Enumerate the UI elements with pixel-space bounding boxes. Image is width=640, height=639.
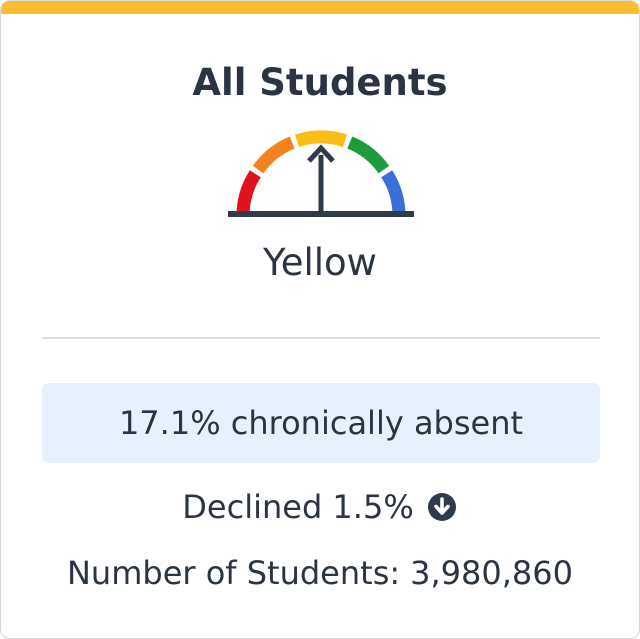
- metric-text: 17.1% chronically absent: [118, 404, 524, 442]
- student-count-value: 3,980,860: [410, 554, 573, 592]
- performance-gauge-icon: [228, 130, 414, 217]
- change-text: Declined 1.5%: [182, 488, 414, 526]
- gauge-segment-red: [236, 170, 261, 217]
- change-row: Declined 1.5%: [1, 485, 639, 529]
- divider: [42, 337, 600, 339]
- card-title: All Students: [192, 61, 448, 104]
- status-label: Yellow: [263, 241, 377, 284]
- gauge-segment-orange: [252, 136, 295, 174]
- gauge-needle-head: [307, 144, 335, 163]
- gauge-segment-yellow: [295, 130, 347, 148]
- student-count-row: Number of Students: 3,980,860: [1, 554, 639, 592]
- student-count-label: Number of Students:: [66, 554, 401, 592]
- gauge-segment-green: [347, 136, 390, 174]
- metric-box: 17.1% chronically absent: [42, 383, 600, 463]
- status-color-bar: [1, 1, 639, 14]
- arrow-circle-down-icon: [427, 493, 456, 521]
- gauge-segment-blue: [381, 170, 406, 217]
